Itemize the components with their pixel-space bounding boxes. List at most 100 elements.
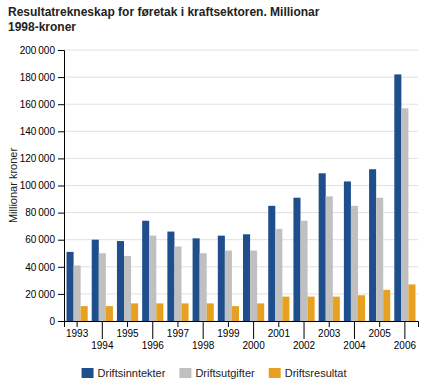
bar (92, 240, 99, 321)
y-axis: 020 00040 00060 00080 000100 000120 0001… (20, 45, 65, 327)
bar (358, 295, 365, 321)
tick-mark (354, 321, 355, 339)
title-line: 1998-kroner (8, 20, 76, 34)
grid-line (64, 104, 418, 105)
bar (225, 251, 232, 321)
bar (308, 297, 315, 321)
tick-label: 2001 (268, 328, 291, 339)
grid-line (64, 158, 418, 159)
tick-mark (77, 321, 78, 327)
bar (99, 253, 106, 321)
tick-label: 2006 (394, 340, 417, 351)
bar (181, 303, 188, 321)
tick-label: 140 000 (20, 126, 56, 137)
grid-line (64, 131, 418, 132)
tick-label: 1996 (142, 340, 165, 351)
bar (326, 196, 333, 321)
tick: 2004 (343, 321, 366, 351)
tick: 2006 (394, 321, 417, 351)
tick-mark (102, 321, 103, 339)
tick-mark (152, 321, 153, 339)
legend-label: Driftsutgifter (195, 367, 255, 379)
grid-line (64, 77, 418, 78)
bar (301, 221, 308, 321)
tick-mark (203, 321, 204, 339)
bar (369, 169, 376, 321)
bar (193, 238, 200, 321)
tick-label: 160 000 (20, 99, 56, 110)
title: Resultatrekneskap for føretak i kraftsek… (8, 5, 320, 34)
bar (250, 251, 257, 321)
tick-label: 20 000 (25, 289, 55, 300)
bars (67, 74, 416, 321)
tick-mark (58, 267, 64, 268)
tick-mark (58, 50, 64, 51)
plot: 020 00040 00060 00080 000100 000120 0001… (20, 45, 419, 351)
bar (156, 303, 163, 321)
title-line: Resultatrekneskap for føretak i kraftsek… (8, 5, 320, 19)
tick-label: 1995 (116, 328, 139, 339)
y-label: Millionar kroner (7, 148, 19, 224)
series (74, 108, 409, 321)
bar (167, 232, 174, 321)
axis-line (65, 322, 419, 328)
tick-label: 1998 (192, 340, 215, 351)
tick: 1998 (192, 321, 215, 351)
tick-label: 60 000 (25, 234, 55, 245)
tick-mark (58, 321, 64, 322)
tick: 180 000 (20, 72, 64, 83)
legend-swatch (179, 368, 191, 378)
bar (149, 236, 156, 321)
bar (293, 198, 300, 321)
tick-mark (58, 131, 64, 132)
grid-line (64, 239, 418, 240)
tick-mark (177, 321, 178, 327)
tick-label: 2005 (369, 328, 392, 339)
tick: 1996 (142, 321, 165, 351)
bar (408, 284, 415, 321)
tick-label: 1999 (217, 328, 240, 339)
tick: 1993 (66, 321, 89, 339)
bar (106, 306, 113, 321)
tick: 60 000 (25, 234, 64, 245)
bar (344, 181, 351, 321)
tick-label: 2003 (318, 328, 341, 339)
bar (275, 229, 282, 321)
bar (401, 108, 408, 321)
bar (319, 173, 326, 321)
tick: 120 000 (20, 153, 64, 164)
grid-line (64, 185, 418, 186)
tick-label: 2000 (242, 340, 265, 351)
tick: 160 000 (20, 99, 64, 110)
tick-label: 80 000 (25, 207, 55, 218)
tick-mark (228, 321, 229, 327)
tick: 2002 (293, 321, 316, 351)
grid (64, 50, 418, 321)
tick: 1994 (91, 321, 114, 351)
legend-item: Driftsinntekter (82, 367, 166, 379)
tick-label: 1997 (167, 328, 190, 339)
tick-label: 200 000 (20, 45, 56, 56)
series (81, 284, 416, 321)
tick-mark (304, 321, 305, 339)
tick: 80 000 (25, 207, 64, 218)
grid-line (64, 212, 418, 213)
tick-mark (379, 321, 380, 327)
tick: 1997 (167, 321, 190, 339)
tick: 2003 (318, 321, 341, 339)
bar (124, 256, 131, 321)
bar (376, 198, 383, 321)
tick-mark (58, 158, 64, 159)
tick-label: 1994 (91, 340, 114, 351)
tick-mark (404, 321, 405, 339)
legend-swatch (269, 368, 281, 378)
bar (117, 241, 124, 321)
tick: 2001 (268, 321, 291, 339)
bar (333, 297, 340, 321)
bar (257, 303, 264, 321)
bar (200, 253, 207, 321)
tick: 2005 (369, 321, 392, 339)
bar (268, 206, 275, 321)
tick: 1999 (217, 321, 240, 339)
bar (218, 236, 225, 321)
